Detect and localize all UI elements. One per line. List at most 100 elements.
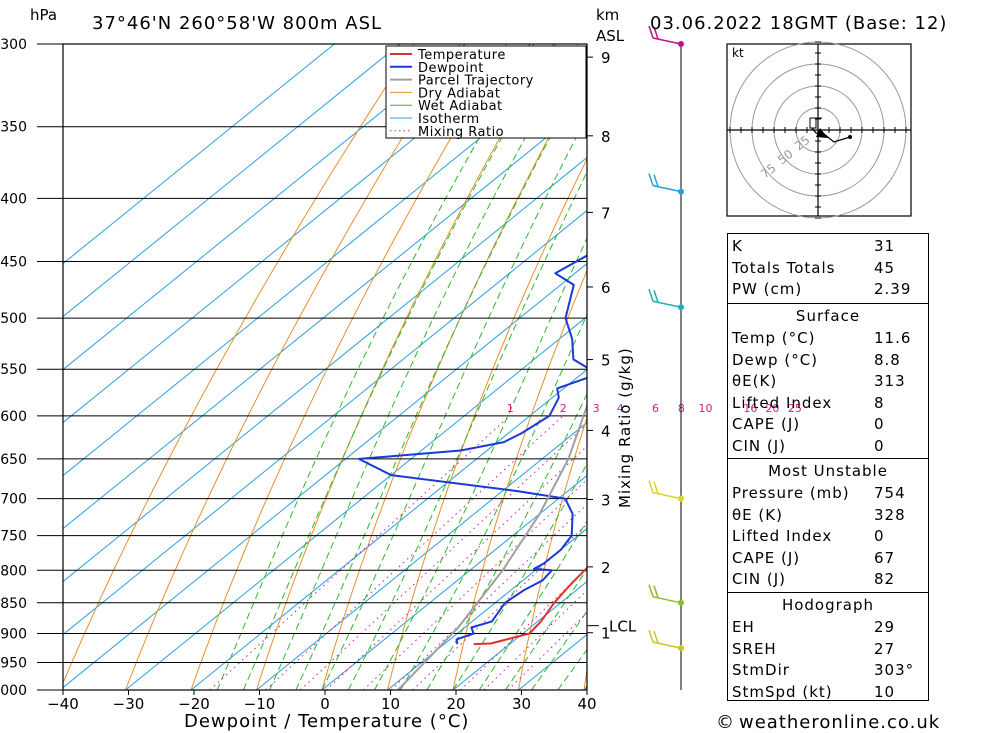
pressure-tick-label: 900 bbox=[0, 626, 27, 642]
wind-barb bbox=[648, 629, 684, 652]
dry-adiabat-line bbox=[974, 44, 1000, 690]
hodograph-mark bbox=[809, 117, 817, 129]
wet-adiabat-line bbox=[216, 44, 535, 690]
wet-adiabat-line bbox=[504, 568, 587, 690]
index-label: Temp (°C) bbox=[732, 329, 816, 347]
legend-entry-label: Temperature bbox=[417, 48, 506, 63]
index-row: θE (K) 328 bbox=[732, 506, 928, 527]
legend-entry-label: Dry Adiabat bbox=[418, 86, 501, 101]
storm-motion-marker bbox=[816, 128, 828, 138]
isotherm-line bbox=[387, 527, 587, 690]
legend-entry-label: Parcel Trajectory bbox=[418, 74, 534, 89]
isotherm-line bbox=[256, 421, 587, 690]
pressure-tick-label: 850 bbox=[0, 596, 27, 612]
index-row: CIN (J) 0 bbox=[732, 437, 928, 458]
x-tick-label: −30 bbox=[113, 695, 145, 713]
index-row: EH 29 bbox=[732, 618, 928, 639]
km-tick-label: 4 bbox=[601, 422, 611, 440]
km-tick-label: 3 bbox=[601, 491, 611, 509]
x-tick-label: 30 bbox=[512, 695, 531, 713]
legend-entry-label: Isotherm bbox=[418, 112, 480, 127]
index-row: Pressure (mb) 754 bbox=[732, 484, 928, 505]
mixing-ratio-value-label: 6 bbox=[652, 402, 659, 415]
mixing-ratio-line bbox=[390, 503, 587, 690]
wind-barb bbox=[648, 480, 684, 502]
index-value: 0 bbox=[874, 436, 885, 455]
wet-adiabat-line bbox=[321, 115, 587, 690]
index-row: CAPE (J) 67 bbox=[732, 549, 928, 570]
wet-adiabat-line bbox=[373, 236, 587, 690]
wet-adiabat-line bbox=[400, 313, 587, 690]
mixing-ratio-value-label: 4 bbox=[617, 402, 624, 415]
wind-barb bbox=[648, 173, 684, 195]
index-value: 754 bbox=[874, 484, 906, 502]
index-value: 82 bbox=[874, 570, 896, 588]
x-axis-title: Dewpoint / Temperature (°C) bbox=[184, 711, 469, 732]
km-tick-label: 7 bbox=[601, 204, 611, 222]
index-label: StmSpd (kt) bbox=[732, 682, 833, 701]
index-value: 313 bbox=[874, 372, 906, 390]
isotherm-line bbox=[125, 315, 587, 690]
index-label: Lifted Index bbox=[732, 527, 833, 545]
pressure-tick-label: 550 bbox=[0, 362, 27, 378]
index-label: StmDir bbox=[732, 661, 790, 679]
km-tick-label: 6 bbox=[601, 279, 611, 297]
index-value: 328 bbox=[874, 505, 906, 524]
index-row: Temp (°C) 11.6 bbox=[732, 329, 928, 350]
index-row: SREH 27 bbox=[732, 640, 928, 661]
isotherm-line bbox=[63, 44, 466, 371]
legend-entry-label: Wet Adiabat bbox=[418, 99, 503, 114]
isotherm-line bbox=[63, 262, 587, 689]
most-unstable-section-title: Most Unstable bbox=[768, 462, 888, 480]
index-value: 10 bbox=[874, 682, 896, 701]
mixing-ratio-value-label: 20 bbox=[765, 402, 779, 415]
legend-entry-label: Dewpoint bbox=[418, 61, 484, 76]
index-label: Totals Totals bbox=[732, 258, 836, 277]
index-value: 2.39 bbox=[874, 280, 912, 298]
x-tick-label: 0 bbox=[320, 695, 330, 713]
index-label: K bbox=[732, 237, 743, 255]
isotherm-line bbox=[190, 368, 587, 690]
pressure-tick-label: 650 bbox=[0, 452, 27, 468]
legend-entry-label: Mixing Ratio bbox=[418, 125, 504, 140]
index-label: θE(K) bbox=[732, 372, 778, 390]
isotherm-line bbox=[452, 580, 587, 690]
mixing-ratio-value-label: 16 bbox=[743, 402, 757, 415]
height-unit-label: km bbox=[596, 6, 619, 24]
isotherm-line bbox=[63, 44, 532, 424]
wind-barb bbox=[648, 25, 684, 47]
mixing-ratio-line bbox=[363, 478, 587, 690]
index-row: Lifted Index 8 bbox=[732, 394, 928, 415]
indices-panel: K 31 Totals Totals 45 PW (cm) 2.39 Surface Te… bbox=[727, 233, 929, 701]
index-label: PW (cm) bbox=[732, 280, 803, 298]
index-label: Dewp (°C) bbox=[732, 350, 819, 369]
index-value: 29 bbox=[874, 618, 896, 636]
mixing-ratio-value-label: 2 bbox=[560, 402, 567, 415]
pressure-tick-label: 950 bbox=[0, 655, 27, 671]
km-tick-label: 5 bbox=[601, 352, 611, 370]
km-tick-label: 9 bbox=[601, 49, 611, 67]
km-tick-label: 2 bbox=[601, 559, 611, 577]
wind-barb bbox=[648, 289, 684, 311]
index-label: CAPE (J) bbox=[732, 415, 801, 433]
isotherm-line bbox=[63, 209, 587, 636]
lcl-label: LCL bbox=[609, 618, 637, 636]
index-row: StmSpd (kt) 10 bbox=[732, 683, 928, 704]
mixing-ratio-value-label: 25 bbox=[788, 402, 802, 415]
index-value: 0 bbox=[874, 527, 885, 545]
index-label: CIN (J) bbox=[732, 436, 787, 455]
wet-adiabat-line bbox=[242, 44, 556, 690]
hodograph-section-title: Hodograph bbox=[781, 596, 875, 614]
dry-adiabat-line bbox=[321, 65, 587, 690]
mixing-ratio-axis-title: Mixing Ratio (g/kg) bbox=[616, 347, 634, 508]
index-value: 27 bbox=[874, 639, 896, 658]
mixing-ratio-line bbox=[300, 423, 587, 690]
isotherm-line bbox=[321, 474, 587, 690]
index-row: StmDir 303° bbox=[732, 661, 928, 682]
wet-adiabat-line bbox=[478, 519, 587, 690]
pressure-tick-label: 700 bbox=[0, 492, 27, 508]
x-tick-label: −10 bbox=[244, 695, 276, 713]
x-tick-label: −20 bbox=[178, 695, 210, 713]
wind-barb bbox=[648, 584, 684, 606]
